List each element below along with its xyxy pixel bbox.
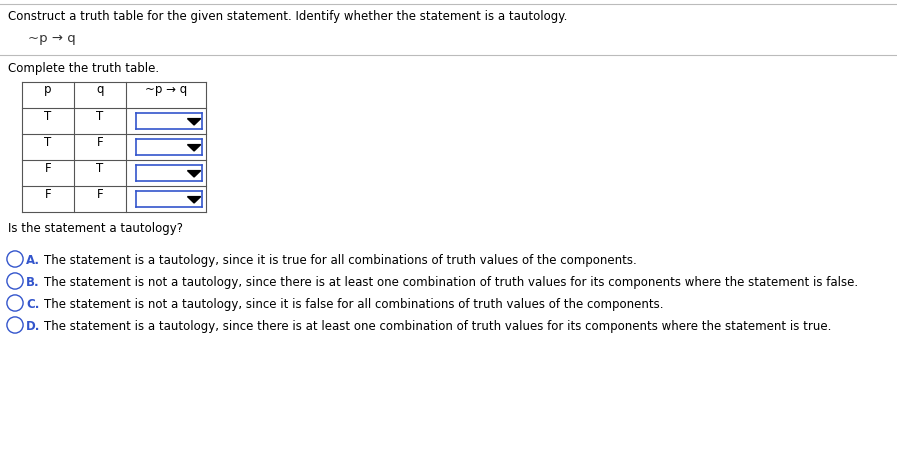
Text: Complete the truth table.: Complete the truth table. (8, 62, 159, 75)
Polygon shape (187, 171, 201, 177)
Text: D.: D. (26, 320, 40, 333)
Text: C.: C. (26, 298, 39, 311)
Text: T: T (44, 135, 52, 149)
Text: Construct a truth table for the given statement. Identify whether the statement : Construct a truth table for the given st… (8, 10, 568, 23)
Polygon shape (187, 118, 201, 125)
Text: T: T (96, 110, 104, 123)
Text: The statement is not a tautology, since it is false for all combinations of trut: The statement is not a tautology, since … (44, 298, 664, 311)
Text: q: q (96, 84, 104, 96)
Text: T: T (96, 162, 104, 174)
Text: p: p (44, 84, 52, 96)
Text: Is the statement a tautology?: Is the statement a tautology? (8, 222, 183, 235)
Text: ~p → q: ~p → q (145, 84, 187, 96)
Text: ~p → q: ~p → q (28, 32, 75, 45)
Text: A.: A. (26, 254, 40, 267)
Text: B.: B. (26, 276, 39, 289)
Polygon shape (187, 145, 201, 151)
Text: The statement is a tautology, since there is at least one combination of truth v: The statement is a tautology, since ther… (44, 320, 832, 333)
Text: F: F (45, 187, 51, 201)
Text: F: F (97, 187, 103, 201)
Text: The statement is not a tautology, since there is at least one combination of tru: The statement is not a tautology, since … (44, 276, 858, 289)
Text: F: F (45, 162, 51, 174)
Polygon shape (187, 196, 201, 203)
Text: The statement is a tautology, since it is true for all combinations of truth val: The statement is a tautology, since it i… (44, 254, 637, 267)
Text: T: T (44, 110, 52, 123)
Text: F: F (97, 135, 103, 149)
